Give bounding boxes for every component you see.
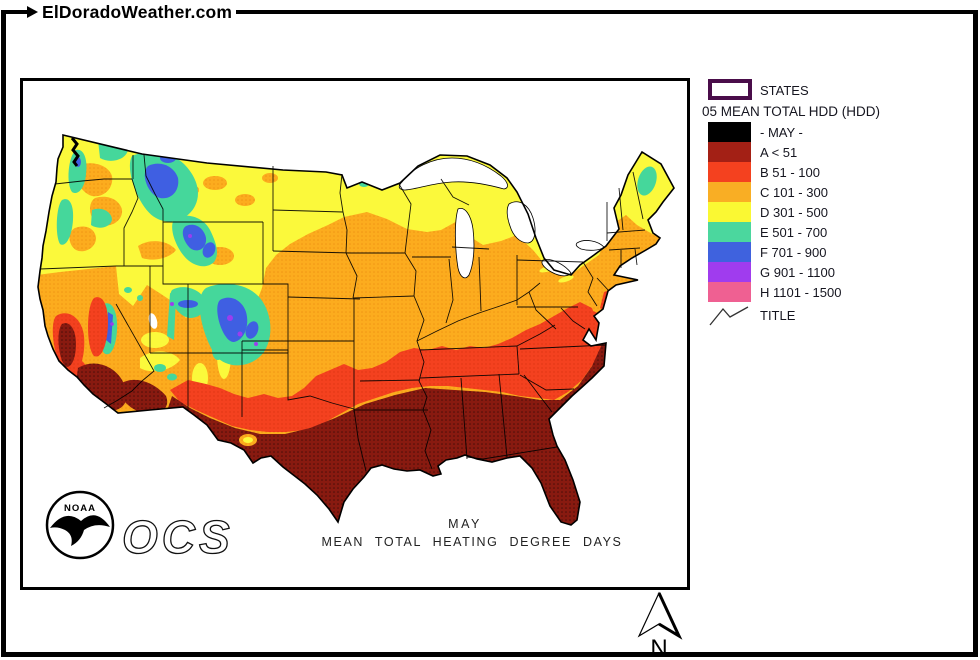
legend-swatch-c — [708, 182, 751, 202]
map-caption-title: MEAN TOTAL HEATING DEGREE DAYS — [322, 535, 623, 549]
site-title-link[interactable]: ElDoradoWeather.com — [38, 2, 237, 23]
legend-label-title: TITLE — [760, 308, 796, 323]
noaa-logo: NOAA — [45, 490, 115, 560]
legend-layer-title: 05 MEAN TOTAL HDD (HDD) — [702, 104, 881, 119]
legend-label-a: A < 51 — [760, 145, 798, 160]
states-symbol — [708, 79, 752, 100]
us-hdd-map: NOAA OCS MAY MEAN TOTAL HEATING DEGREE D… — [20, 78, 690, 590]
ocs-logo-text: OCS — [122, 511, 234, 563]
state-borders — [39, 154, 646, 472]
header-rule-left — [1, 10, 27, 14]
title-zigzag-icon — [709, 306, 749, 326]
legend-swatch-h — [708, 282, 751, 302]
states-label: STATES — [760, 83, 809, 98]
legend-swatch-a — [708, 142, 751, 162]
page-border-bottom — [1, 652, 978, 657]
north-arrow-icon — [637, 591, 681, 638]
legend-label-may: - MAY - — [760, 125, 803, 140]
legend-label-c: C 101 - 300 — [760, 185, 828, 200]
map-frame — [20, 78, 690, 590]
legend-label-d: D 301 - 500 — [760, 205, 828, 220]
north-arrow-label: N — [650, 635, 667, 660]
page-border-right — [973, 10, 978, 657]
legend-swatch-e — [708, 222, 751, 242]
legend-label-b: B 51 - 100 — [760, 165, 820, 180]
hdd-color-regions — [38, 135, 674, 525]
puget-sound — [70, 137, 80, 167]
legend-label-f: F 701 - 900 — [760, 245, 827, 260]
page-border-left — [1, 10, 6, 657]
map-caption-month: MAY — [448, 517, 482, 531]
legend-swatch-d — [708, 202, 751, 222]
noaa-bird-icon — [50, 515, 110, 546]
legend-swatch-b — [708, 162, 751, 182]
legend-label-h: H 1101 - 1500 — [760, 285, 842, 300]
legend-label-e: E 501 - 700 — [760, 225, 828, 240]
legend-swatch-may — [708, 122, 751, 142]
legend-swatch-f — [708, 242, 751, 262]
header-rule-right — [232, 10, 973, 14]
north-arrow: N — [628, 584, 692, 660]
legend-swatch-g — [708, 262, 751, 282]
header-arrow-right-icon — [27, 6, 38, 18]
legend-label-g: G 901 - 1100 — [760, 265, 835, 280]
noaa-label: NOAA — [64, 503, 96, 514]
